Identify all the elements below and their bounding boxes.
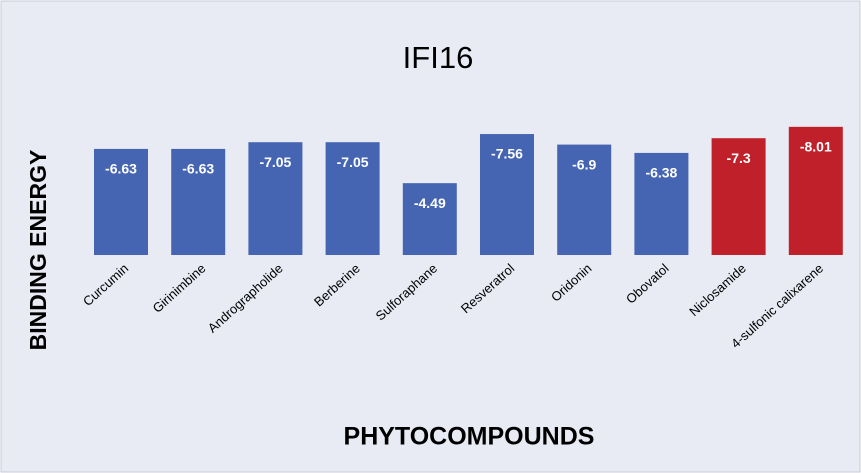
value-label: -7.56 bbox=[491, 146, 523, 162]
bar bbox=[480, 134, 534, 255]
value-label: -6.63 bbox=[105, 161, 137, 177]
bar bbox=[788, 126, 843, 255]
value-label: -6.38 bbox=[645, 165, 677, 181]
bar bbox=[248, 142, 303, 255]
bar bbox=[94, 148, 148, 255]
bar bbox=[171, 148, 226, 255]
bar bbox=[402, 183, 457, 255]
bar bbox=[634, 152, 689, 255]
chart-title: IFI16 bbox=[403, 40, 474, 75]
x-axis-label: PHYTOCOMPOUNDS bbox=[344, 423, 595, 451]
value-label: -7.3 bbox=[727, 150, 751, 166]
value-label: -7.05 bbox=[259, 154, 291, 170]
bar bbox=[711, 138, 766, 255]
y-axis-label: BINDING ENERGY bbox=[25, 150, 51, 351]
bar bbox=[557, 144, 612, 255]
value-label: -6.9 bbox=[572, 156, 596, 172]
value-label: -8.01 bbox=[800, 139, 832, 155]
value-label: -4.49 bbox=[414, 195, 446, 211]
value-label: -6.63 bbox=[182, 161, 214, 177]
bar bbox=[325, 142, 380, 255]
value-label: -7.05 bbox=[337, 154, 369, 170]
